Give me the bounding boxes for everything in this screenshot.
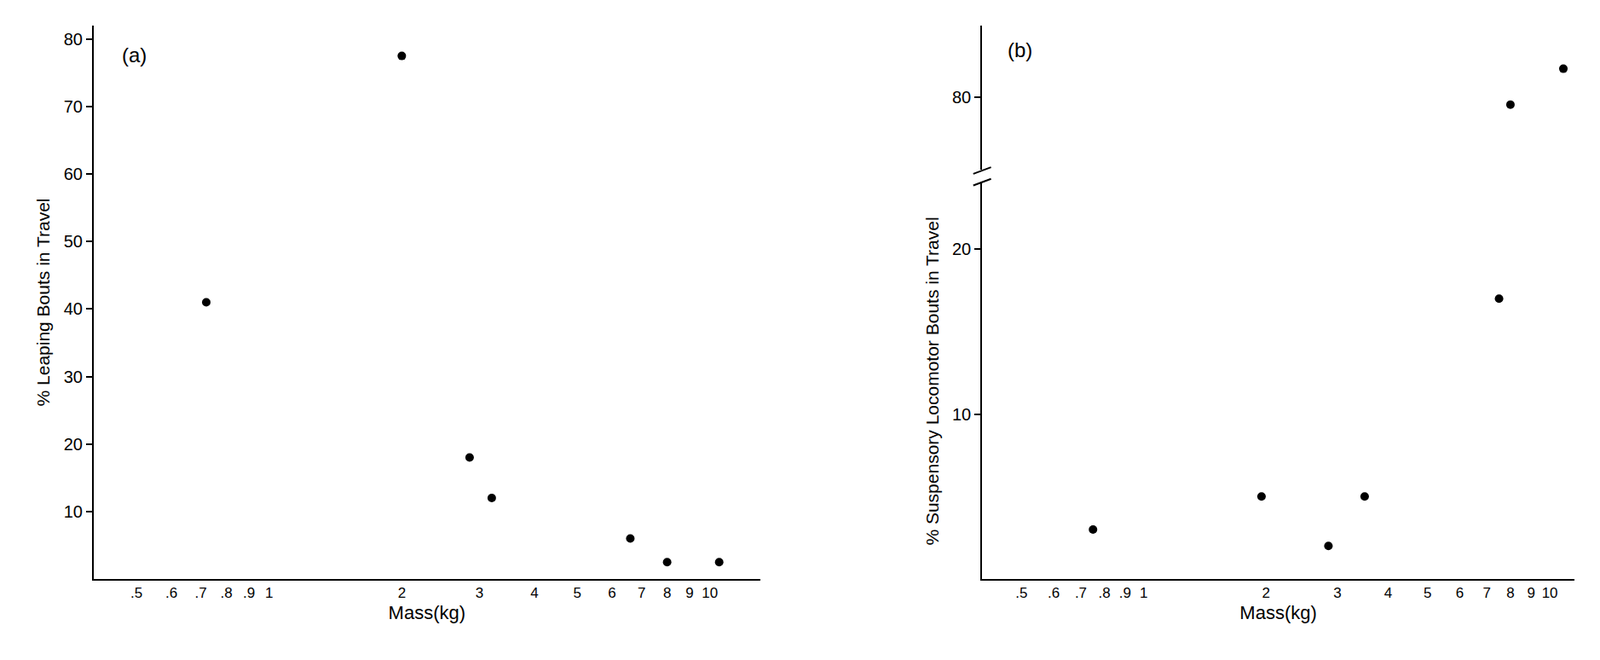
svg-text:.7: .7: [1074, 584, 1087, 601]
svg-text:Mass(kg): Mass(kg): [1239, 601, 1317, 624]
svg-text:20: 20: [63, 434, 83, 454]
svg-text:9: 9: [1527, 584, 1536, 601]
svg-text:10: 10: [701, 584, 718, 601]
svg-text:50: 50: [63, 231, 83, 251]
svg-text:4: 4: [1384, 584, 1393, 601]
svg-text:70: 70: [63, 97, 83, 116]
svg-text:1: 1: [1139, 584, 1148, 601]
svg-text:20: 20: [952, 239, 971, 259]
svg-text:10: 10: [1542, 584, 1559, 601]
svg-text:.9: .9: [242, 584, 255, 601]
svg-text:.7: .7: [195, 584, 208, 601]
svg-text:.6: .6: [165, 584, 178, 601]
svg-text:7: 7: [637, 584, 646, 601]
svg-text:1: 1: [265, 584, 273, 601]
svg-text:3: 3: [475, 584, 484, 601]
svg-text:.6: .6: [1047, 584, 1060, 601]
svg-text:7: 7: [1483, 584, 1491, 601]
svg-text:40: 40: [63, 299, 83, 318]
svg-text:10: 10: [63, 502, 83, 521]
svg-text:.9: .9: [1119, 584, 1132, 601]
svg-text:8: 8: [663, 584, 671, 601]
svg-text:5: 5: [572, 584, 581, 601]
svg-text:6: 6: [1455, 584, 1464, 601]
svg-text:80: 80: [63, 29, 83, 49]
svg-text:9: 9: [685, 584, 694, 601]
svg-text:30: 30: [63, 367, 83, 387]
svg-text:.8: .8: [220, 584, 233, 601]
svg-text:3: 3: [1333, 584, 1341, 601]
svg-text:60: 60: [63, 164, 83, 184]
svg-text:10: 10: [952, 404, 971, 424]
svg-text:.8: .8: [1097, 584, 1110, 601]
svg-text:8: 8: [1506, 584, 1514, 601]
svg-text:2: 2: [398, 584, 406, 601]
svg-text:.5: .5: [130, 584, 143, 601]
svg-text:(b): (b): [1007, 38, 1033, 62]
svg-text:% Leaping Bouts in Travel: % Leaping Bouts in Travel: [33, 198, 53, 407]
svg-text:5: 5: [1423, 584, 1432, 601]
svg-text:.5: .5: [1015, 584, 1028, 601]
svg-text:80: 80: [952, 87, 971, 107]
svg-text:% Suspensory Locomotor Bouts i: % Suspensory Locomotor Bouts in Travel: [922, 216, 942, 545]
svg-text:2: 2: [1261, 584, 1270, 601]
svg-text:(a): (a): [121, 43, 147, 67]
svg-text:4: 4: [530, 584, 538, 601]
svg-text:6: 6: [607, 584, 616, 601]
svg-text:Mass(kg): Mass(kg): [388, 601, 466, 624]
